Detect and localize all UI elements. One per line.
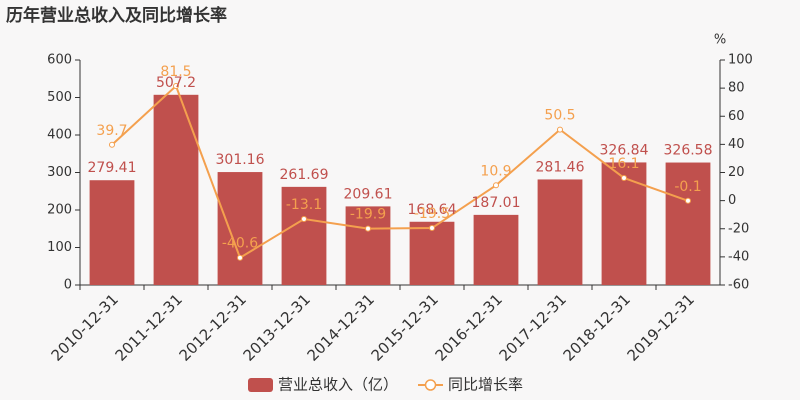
- line-point: [493, 182, 499, 189]
- line-point: [685, 197, 691, 204]
- y2-tick-label: 80: [728, 81, 745, 96]
- bar-value-label: 301.16: [216, 152, 265, 168]
- bar: [89, 180, 135, 285]
- legend-label: 营业总收入（亿）: [278, 376, 398, 394]
- legend-swatch: [248, 378, 273, 392]
- bar-value-label: 326.84: [600, 142, 649, 158]
- y2-tick-label: 60: [728, 109, 745, 124]
- line-point: [557, 126, 563, 133]
- x-tick-label: 2018-12-31: [560, 290, 634, 364]
- line: [111, 84, 689, 260]
- line-value-label: 10.9: [480, 163, 511, 179]
- line-value-label: 50.5: [544, 108, 575, 124]
- legend-item: 营业总收入（亿）: [248, 376, 398, 394]
- line-value-label: -19.5: [414, 206, 450, 222]
- y-tick-label: 400: [47, 128, 72, 143]
- x-tick-label: 2015-12-31: [368, 290, 442, 364]
- bar-value-label: 209.61: [344, 186, 393, 202]
- x-tick-label: 2019-12-31: [624, 290, 698, 364]
- y2-tick-label: 100: [728, 53, 753, 68]
- y2-tick-label: -60: [728, 278, 749, 293]
- bar-value-label: 326.58: [664, 143, 713, 159]
- legend-label: 同比增长率: [448, 376, 523, 394]
- y2-tick-label: -40: [728, 249, 749, 264]
- line-point: [621, 174, 627, 181]
- bar: [537, 179, 583, 285]
- y2-tick-label: 40: [728, 137, 745, 152]
- x-tick-label: 2014-12-31: [304, 290, 378, 364]
- y-tick-label: 200: [47, 203, 72, 218]
- bar-value-label: 168.64: [408, 202, 457, 218]
- bar-value-label: 281.46: [536, 159, 585, 175]
- y2-axis-unit: %: [714, 33, 726, 48]
- line-point: [365, 225, 371, 232]
- bar: [473, 214, 519, 285]
- bar: [409, 221, 455, 285]
- bar-value-label: 507.2: [156, 75, 196, 91]
- y2-tick-label: 0: [728, 193, 736, 208]
- y2-tick-label: 20: [728, 165, 745, 180]
- bar: [281, 186, 327, 285]
- x-tick-label: 2011-12-31: [112, 290, 186, 364]
- line-point: [301, 216, 307, 223]
- bar: [153, 94, 199, 285]
- y2-tick-label: -20: [728, 221, 749, 236]
- line-value-label: -19.9: [350, 207, 386, 223]
- y-tick-label: 600: [47, 53, 72, 68]
- chart-title: 历年营业总收入及同比增长率: [6, 5, 227, 26]
- line-point: [237, 254, 243, 261]
- x-tick-label: 2012-12-31: [176, 290, 250, 364]
- legend-swatch-point: [424, 379, 437, 391]
- y-tick-label: 100: [47, 240, 72, 255]
- x-tick-label: 2013-12-31: [240, 290, 314, 364]
- bar-value-label: 187.01: [472, 195, 521, 211]
- legend-item: 同比增长率: [418, 376, 523, 394]
- line-point: [429, 225, 435, 232]
- x-tick-label: 2016-12-31: [432, 290, 506, 364]
- line-value-label: -13.1: [286, 197, 322, 213]
- line-value-label: 16.1: [608, 156, 639, 172]
- line-value-label: -40.6: [222, 236, 258, 252]
- x-tick-label: 2017-12-31: [496, 290, 570, 364]
- y-tick-label: 0: [64, 278, 72, 293]
- line-point: [173, 83, 179, 90]
- line-point: [109, 141, 115, 148]
- bar: [217, 172, 263, 285]
- y-tick-label: 500: [47, 90, 72, 105]
- line-value-label: 39.7: [96, 123, 127, 139]
- bar-value-label: 261.69: [280, 167, 329, 183]
- y-tick-label: 300: [47, 165, 72, 180]
- bar: [345, 206, 391, 285]
- x-tick-label: 2010-12-31: [48, 290, 122, 364]
- line-value-label: -0.1: [674, 179, 701, 195]
- line-value-label: 81.5: [160, 64, 191, 80]
- bar: [665, 162, 711, 285]
- bar-value-label: 279.41: [88, 160, 137, 176]
